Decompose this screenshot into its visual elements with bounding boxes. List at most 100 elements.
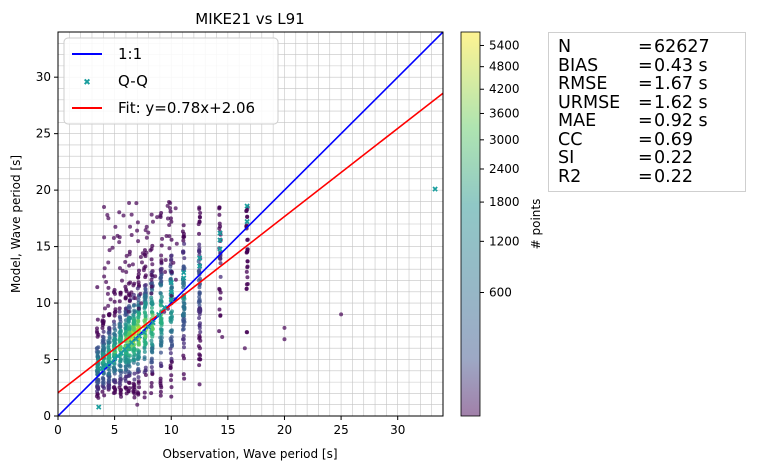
- density-point: [123, 321, 128, 326]
- density-point: [158, 213, 163, 218]
- density-point: [142, 395, 147, 400]
- density-point: [169, 219, 174, 224]
- density-point: [117, 363, 122, 368]
- density-point: [126, 359, 131, 364]
- stat-equals: =: [638, 111, 653, 131]
- density-point: [118, 391, 123, 396]
- density-point: [144, 250, 149, 255]
- density-point: [131, 321, 136, 326]
- density-point: [149, 365, 154, 370]
- density-point: [135, 367, 140, 372]
- density-point: [170, 309, 175, 314]
- density-point: [158, 361, 163, 366]
- stat-row-n: N = 62627: [558, 38, 745, 57]
- density-point: [113, 224, 118, 229]
- density-point: [123, 354, 128, 359]
- density-point: [117, 314, 122, 319]
- density-point: [130, 262, 135, 267]
- density-point: [136, 239, 141, 244]
- density-point: [169, 335, 174, 340]
- density-point: [158, 393, 163, 398]
- density-point: [168, 277, 173, 282]
- density-point: [181, 285, 186, 290]
- density-point: [197, 262, 202, 267]
- identity-line: [58, 32, 443, 416]
- density-point: [143, 311, 148, 316]
- density-point: [136, 391, 141, 396]
- qq-point: ✖: [145, 323, 152, 332]
- density-point: [123, 296, 128, 301]
- density-point: [102, 393, 107, 398]
- density-point: [159, 298, 164, 303]
- density-point: [167, 223, 172, 228]
- density-point: [102, 306, 107, 311]
- legend-fit-label: Fit: y=0.78x+2.06: [118, 99, 255, 117]
- density-point: [168, 206, 173, 211]
- density-point: [245, 237, 250, 242]
- density-point: [149, 384, 154, 389]
- density-point: [159, 243, 164, 248]
- density-point: [244, 269, 249, 274]
- density-point: [126, 281, 131, 286]
- density-point: [143, 365, 148, 370]
- density-point: [127, 299, 132, 304]
- density-point: [143, 368, 148, 373]
- density-point: [127, 263, 132, 268]
- density-point: [150, 313, 155, 318]
- density-point: [282, 337, 287, 342]
- density-point: [129, 212, 134, 217]
- density-point: [159, 318, 164, 323]
- legend-frame: [63, 37, 279, 125]
- density-point: [117, 235, 122, 240]
- density-point: [113, 341, 118, 346]
- density-point: [163, 269, 168, 274]
- density-point: [132, 351, 137, 356]
- density-point: [112, 337, 117, 342]
- density-point: [143, 314, 148, 319]
- density-point: [96, 395, 101, 400]
- density-point: [123, 358, 128, 363]
- density-point: [150, 262, 155, 267]
- density-point: [149, 212, 154, 217]
- density-point: [150, 219, 155, 224]
- density-point: [282, 325, 287, 330]
- density-point: [137, 385, 142, 390]
- density-point: [102, 266, 107, 271]
- density-point: [136, 319, 141, 324]
- density-point: [106, 216, 111, 221]
- density-point: [136, 340, 141, 345]
- density-point: [127, 373, 132, 378]
- density-point: [107, 248, 112, 253]
- density-point: [149, 277, 154, 282]
- density-point: [142, 390, 147, 395]
- density-point: [181, 337, 186, 342]
- density-point: [159, 385, 164, 390]
- density-point: [106, 343, 111, 348]
- density-point: [112, 354, 117, 359]
- density-point: [150, 369, 155, 374]
- density-point: [127, 323, 132, 328]
- density-point: [102, 274, 107, 279]
- density-point: [100, 375, 105, 380]
- stat-value: 0.22: [654, 148, 693, 168]
- density-point: [133, 296, 138, 301]
- stat-row-mae: MAE = 0.92 s: [558, 112, 745, 131]
- density-point: [169, 385, 174, 390]
- density-point: [119, 370, 124, 375]
- density-point: [102, 235, 107, 240]
- density-point: [95, 285, 100, 290]
- density-point: [112, 313, 117, 318]
- density-point: [174, 241, 179, 246]
- density-point: [112, 322, 117, 327]
- density-point: [169, 293, 174, 298]
- density-point: [245, 264, 250, 269]
- density-point: [129, 290, 134, 295]
- qq-point: ✖: [244, 202, 251, 211]
- density-point: [182, 301, 187, 306]
- density-point: [197, 205, 202, 210]
- qq-point: ✖: [111, 354, 118, 363]
- density-point: [140, 251, 145, 256]
- density-point: [128, 224, 133, 229]
- stat-name: RMSE: [558, 74, 608, 94]
- density-point: [137, 311, 142, 316]
